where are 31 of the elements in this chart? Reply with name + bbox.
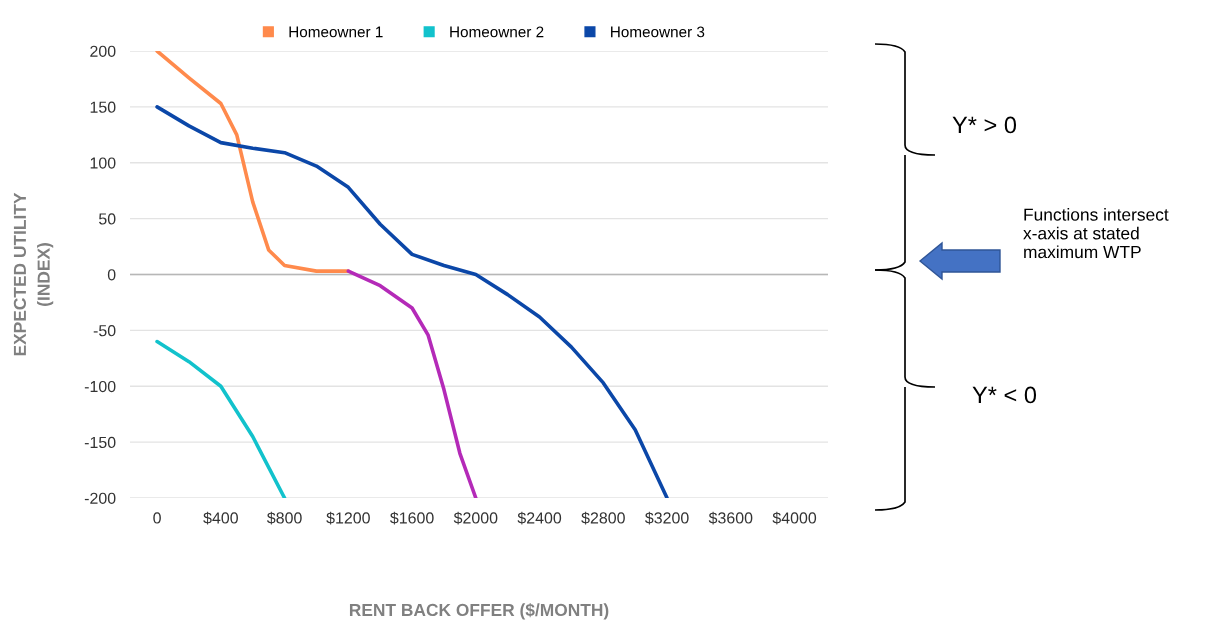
- y-tick-label: 0: [107, 269, 116, 281]
- y-tick-label: 100: [90, 157, 116, 169]
- line-series: [155, 339, 287, 498]
- text: Y* > 0: [952, 116, 1017, 134]
- x-tick-label: $400: [203, 511, 238, 525]
- y-tick-label: -50: [93, 325, 116, 337]
- x-tick-label: $2000: [453, 511, 498, 525]
- y-axis-title: EXPECTED UTILITY (INDEX): [13, 192, 54, 356]
- x-tick-label: $3600: [708, 511, 753, 525]
- x-axis-title: RENT BACK OFFER ($/MONTH): [349, 603, 609, 620]
- legend-label: Homeowner 2: [450, 26, 544, 38]
- y-tick-label: -100: [84, 380, 116, 393]
- y-tick-label: -200: [84, 492, 116, 504]
- y-tick-label: 150: [90, 101, 116, 113]
- y-tick-label: 50: [98, 213, 116, 225]
- legend-label: Homeowner 3: [611, 26, 705, 38]
- x-tick-label: $1600: [390, 511, 434, 525]
- line-series: [346, 269, 478, 498]
- x-tick-label: $3200: [645, 511, 689, 525]
- text: Y* < 0: [972, 386, 1037, 404]
- x-tick-label: 0: [153, 512, 161, 524]
- legend-label: Homeowner 1: [289, 26, 383, 38]
- y-tick-label: 200: [90, 45, 116, 57]
- x-tick-label: $4000: [772, 511, 817, 525]
- x-tick-label: $2800: [581, 511, 625, 525]
- y-tick-label: -150: [84, 436, 116, 449]
- line-series: [155, 105, 669, 498]
- x-tick-label: $800: [266, 511, 302, 525]
- text: Functions intersect x-axis at stated maximum WTP: [1023, 208, 1169, 259]
- x-tick-label: $1200: [326, 511, 370, 525]
- x-tick-label: $2400: [517, 511, 562, 525]
